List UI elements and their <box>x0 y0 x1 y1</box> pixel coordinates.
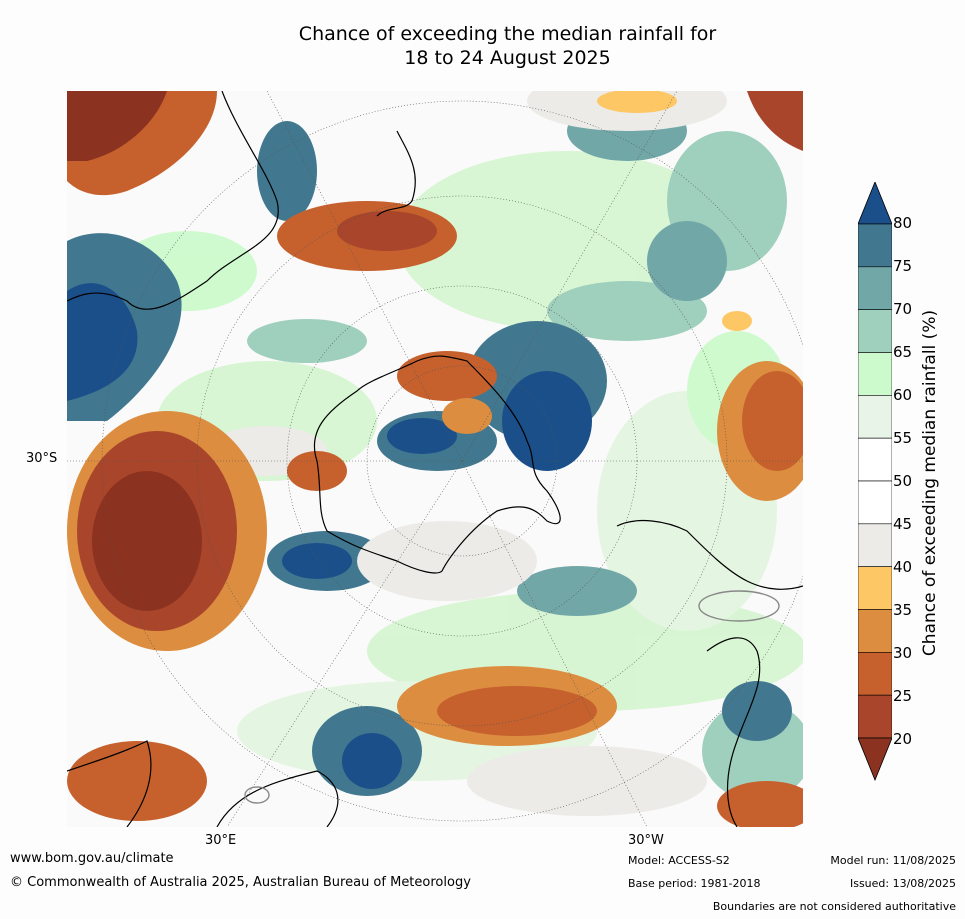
colorbar-tick-80: 80 <box>893 214 913 232</box>
brown-fields <box>67 91 803 827</box>
model-text: Model: ACCESS-S2 <box>628 854 730 867</box>
colorbar <box>857 180 893 782</box>
colorbar-segment <box>857 266 893 310</box>
colorbar-segment <box>857 437 893 482</box>
river-outline <box>698 590 780 622</box>
map-canvas <box>67 91 803 827</box>
rainfall-map <box>67 91 803 827</box>
longitude-label-30w: 30°W <box>628 833 664 848</box>
colorbar-segment <box>857 352 893 396</box>
colorbar-tick-35: 35 <box>893 601 913 619</box>
colorbar-segment <box>857 223 893 268</box>
colorbar-segment <box>857 694 893 739</box>
colorbar-tick-40: 40 <box>893 558 913 576</box>
colorbar-tick-50: 50 <box>893 472 913 490</box>
colorbar-tick-20: 20 <box>893 730 913 748</box>
colorbar-segment <box>857 309 893 353</box>
title-line-2: 18 to 24 August 2025 <box>404 47 611 69</box>
colorbar-segment <box>857 609 893 653</box>
longitude-label-30e: 30°E <box>205 833 237 848</box>
title-line-1: Chance of exceeding the median rainfall … <box>298 23 717 45</box>
model-run-text: Model run: 11/08/2025 <box>830 854 956 867</box>
colorbar-segment <box>857 523 893 567</box>
colorbar-tick-75: 75 <box>893 257 913 275</box>
lake-outline <box>244 786 270 804</box>
colorbar-tick-30: 30 <box>893 644 913 662</box>
graticule <box>67 91 803 827</box>
colorbar-segment <box>857 480 893 525</box>
colorbar-tick-70: 70 <box>893 300 913 318</box>
colorbar-segment <box>857 566 893 610</box>
colorbar-tick-25: 25 <box>893 687 913 705</box>
colorbar-tick-60: 60 <box>893 386 913 404</box>
coastlines <box>67 91 803 827</box>
colorbar-swatches <box>857 180 893 782</box>
chart-title: Chance of exceeding the median rainfall … <box>170 22 845 70</box>
colorbar-segment <box>857 395 893 439</box>
latitude-label-30s: 30°S <box>26 451 58 466</box>
website-link[interactable]: www.bom.gov.au/climate <box>10 851 174 866</box>
blue-fields <box>67 121 792 796</box>
disclaimer-text: Boundaries are not considered authoritat… <box>712 900 956 913</box>
copyright-text: © Commonwealth of Australia 2025, Austra… <box>10 875 471 890</box>
base-period-text: Base period: 1981-2018 <box>628 877 761 890</box>
colorbar-tick-55: 55 <box>893 429 913 447</box>
issued-text: Issued: 13/08/2025 <box>849 877 956 890</box>
colorbar-tick-65: 65 <box>893 343 913 361</box>
colorbar-tick-45: 45 <box>893 515 913 533</box>
colorbar-segment <box>857 652 893 696</box>
colorbar-title: Chance of exceeding median rainfall (%) <box>920 309 940 657</box>
